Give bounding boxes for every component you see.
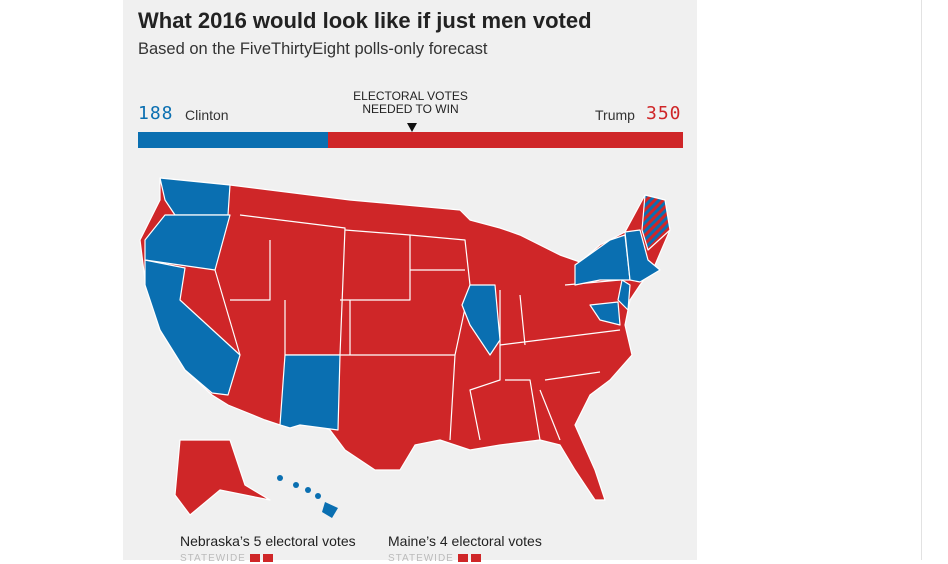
maine-label: Maine’s 4 electoral votes xyxy=(388,533,542,549)
nebraska-square xyxy=(263,554,273,562)
clinton-votes: 188 xyxy=(138,103,174,124)
nebraska-statewide: STATEWIDE xyxy=(180,553,246,564)
state-split-me xyxy=(641,194,671,251)
nebraska-label: Nebraska’s 5 electoral votes xyxy=(180,533,356,549)
state-clinton-nj xyxy=(617,279,631,311)
maine-square xyxy=(471,554,481,562)
trump-votes: 350 xyxy=(646,103,682,124)
clinton-label: Clinton xyxy=(185,107,229,123)
maine-statewide: STATEWIDE xyxy=(388,553,454,564)
clinton-bar xyxy=(138,132,328,148)
state-clinton-il xyxy=(461,284,501,356)
trump-bar xyxy=(328,132,683,148)
state-clinton-nm xyxy=(279,354,341,431)
divider xyxy=(921,0,922,560)
maine-square xyxy=(458,554,468,562)
state-clinton-new-england xyxy=(624,229,661,283)
state-trump-mainland xyxy=(139,177,671,501)
state-clinton-hi xyxy=(277,475,338,518)
nebraska-square xyxy=(250,554,260,562)
chart-title: What 2016 would look like if just men vo… xyxy=(138,8,592,33)
state-trump-ak xyxy=(174,439,271,516)
chart-subtitle: Based on the FiveThirtyEight polls-only … xyxy=(138,40,488,58)
state-clinton-ny xyxy=(574,234,631,286)
state-clinton-md-de xyxy=(589,301,621,326)
threshold-marker-icon xyxy=(406,123,417,132)
trump-label: Trump xyxy=(595,107,635,123)
state-clinton-or xyxy=(144,214,231,271)
state-clinton-ca xyxy=(144,259,241,396)
threshold-label: ELECTORAL VOTES NEEDED TO WIN xyxy=(353,89,468,116)
